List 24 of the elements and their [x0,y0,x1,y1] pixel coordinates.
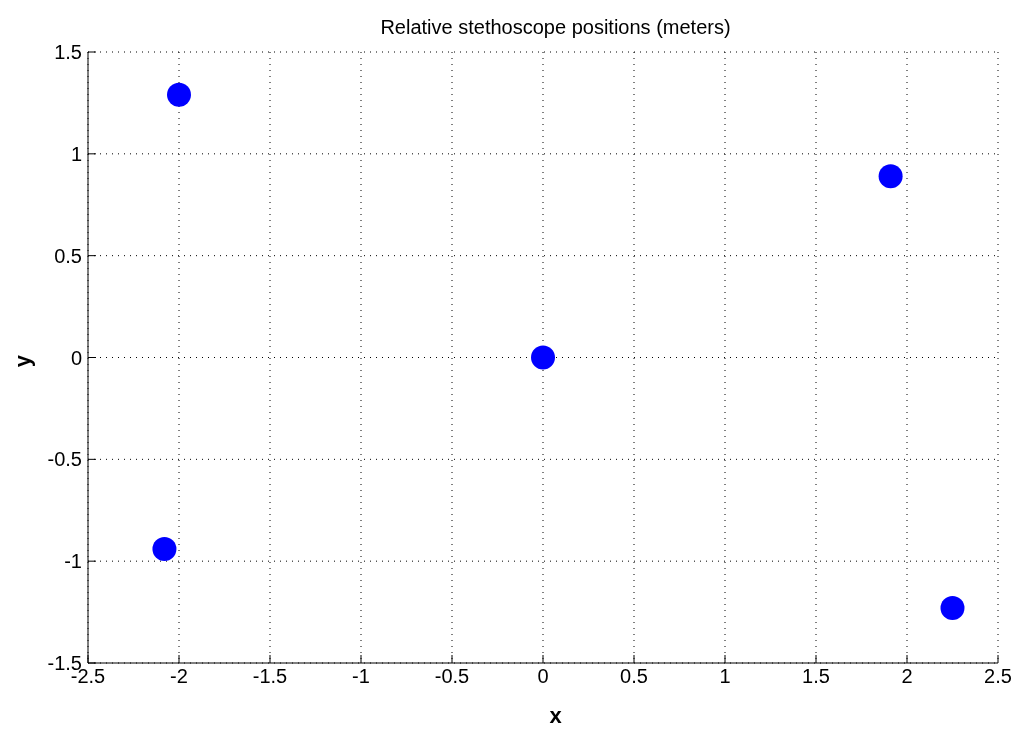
x-tick-label: -1 [352,665,370,688]
y-tick-label: 0 [70,346,82,369]
y-tick-label: 1.5 [54,41,82,64]
point [167,82,191,107]
point [940,596,965,621]
y-tick-label: -0.5 [47,448,82,471]
x-tick-label: 0.5 [620,665,648,688]
y-axis-title: y [10,353,36,370]
y-tick-label: 0.5 [54,244,82,267]
x-tick-label: 1 [719,665,731,688]
chart-title: Relative stethoscope positions (meters) [379,16,732,39]
y-tick-label: -1 [64,550,82,573]
y-tick-label: 1 [70,142,82,165]
x-tick-label: 0 [537,665,549,688]
point [531,345,555,370]
x-tick-label: 2.5 [984,665,1012,688]
x-tick-label: 1.5 [802,665,830,688]
x-tick-label: 2 [901,665,913,688]
x-tick-label: -0.5 [434,665,470,688]
point [878,164,903,189]
point [152,536,177,561]
x-tick-label: -2 [170,665,188,688]
x-axis-title: x [548,703,563,729]
x-tick-label: -1.5 [252,665,288,688]
